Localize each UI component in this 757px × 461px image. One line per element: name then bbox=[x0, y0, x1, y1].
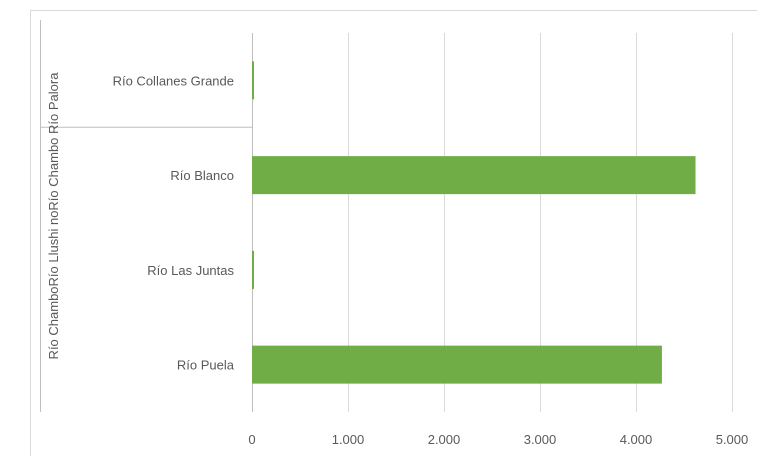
category-label: Río Blanco bbox=[170, 168, 234, 183]
bars bbox=[252, 61, 696, 383]
x-tick-label: 3.000 bbox=[524, 432, 557, 447]
bar bbox=[252, 61, 254, 99]
x-axis-ticks: 0 1.000 2.000 3.000 4.000 5.000 bbox=[248, 432, 748, 447]
x-tick-label: 5.000 bbox=[716, 432, 749, 447]
bar bbox=[252, 156, 696, 194]
bar bbox=[252, 346, 662, 384]
category-label: Río Puela bbox=[177, 358, 235, 373]
category-labels: Río Collanes Grande Río Blanco Río Las Jun… bbox=[113, 73, 235, 372]
category-label: Río Collanes Grande bbox=[113, 73, 234, 88]
x-tick-label: 1.000 bbox=[332, 432, 365, 447]
group-label: Río ChamboRío Llushi noRío Chambo Río Pa… bbox=[46, 72, 61, 360]
bar bbox=[252, 251, 254, 289]
x-tick-label: 0 bbox=[248, 432, 255, 447]
x-tick-label: 4.000 bbox=[620, 432, 653, 447]
category-label: Río Las Juntas bbox=[147, 263, 234, 278]
x-tick-label: 2.000 bbox=[428, 432, 461, 447]
